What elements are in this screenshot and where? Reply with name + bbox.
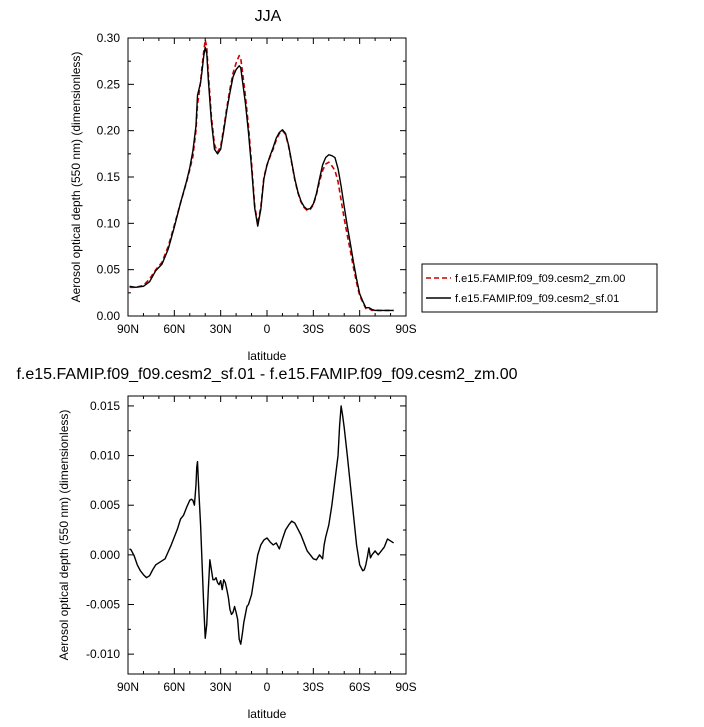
top-y-tick-label: 0.20 [97, 124, 121, 138]
bottom-series-line-0 [129, 405, 395, 645]
bottom-chart-title: f.e15.FAMIP.f09_f09.cesm2_sf.01 - f.e15.… [16, 366, 517, 383]
bottom-x-tick-label: 60S [349, 680, 370, 694]
bottom-y-tick-label: -0.010 [86, 647, 120, 661]
top-y-axis-label: Aerosol optical depth (550 nm) (dimensio… [69, 52, 83, 303]
top-x-tick-label: 30N [210, 322, 232, 336]
top-x-tick-label: 30S [303, 322, 324, 336]
top-series-line-0 [129, 39, 394, 312]
bottom-x-tick-label: 0 [264, 680, 271, 694]
bottom-x-tick-label: 90S [395, 680, 416, 694]
top-y-tick-label: 0.15 [97, 170, 121, 184]
top-y-tick-label: 0.05 [97, 263, 121, 277]
legend: f.e15.FAMIP.f09_f09.cesm2_zm.00 f.e15.FA… [421, 263, 658, 313]
bottom-y-tick-label: -0.005 [86, 598, 120, 612]
bottom-x-tick-label: 30N [210, 680, 232, 694]
top-x-tick-label: 60S [349, 322, 370, 336]
top-x-tick-label: 90N [117, 322, 139, 336]
bottom-x-axis-label: latitude [248, 707, 287, 721]
top-y-tick-label: 0.25 [97, 77, 121, 91]
bottom-x-tick-label: 30S [303, 680, 324, 694]
bottom-plot-frame [127, 395, 407, 675]
top-series-line-1 [129, 46, 394, 312]
top-x-axis-label: latitude [248, 349, 287, 363]
bottom-panel: f.e15.FAMIP.f09_f09.cesm2_sf.01 - f.e15.… [16, 366, 517, 721]
bottom-y-axis-label: Aerosol optical depth (550 nm) (dimensio… [57, 410, 71, 661]
top-plot-frame [127, 37, 407, 317]
bottom-y-tick-label: 0.005 [90, 498, 120, 512]
top-panel: JJA 90N 60N 30N 0 30S 60S 90S 0.00 0.05 0.10 0.15 0… [69, 8, 417, 363]
top-x-tick-label: 90S [395, 322, 416, 336]
bottom-x-tick-label: 90N [117, 680, 139, 694]
bottom-x-tick-label: 60N [163, 680, 185, 694]
top-y-tick-label: 0.00 [97, 309, 121, 323]
top-y-tick-label: 0.30 [97, 31, 121, 45]
bottom-y-tick-label: 0.015 [90, 399, 120, 413]
legend-label-zm00: f.e15.FAMIP.f09_f09.cesm2_zm.00 [455, 273, 625, 285]
bottom-y-tick-label: 0.000 [90, 548, 120, 562]
top-x-tick-label: 60N [163, 322, 185, 336]
top-y-tick-label: 0.10 [97, 216, 121, 230]
legend-label-sf01: f.e15.FAMIP.f09_f09.cesm2_sf.01 [455, 293, 619, 305]
legend-box [421, 263, 658, 313]
bottom-y-tick-label: 0.010 [90, 449, 120, 463]
top-x-tick-label: 0 [264, 322, 271, 336]
top-chart-title: JJA [255, 8, 282, 25]
